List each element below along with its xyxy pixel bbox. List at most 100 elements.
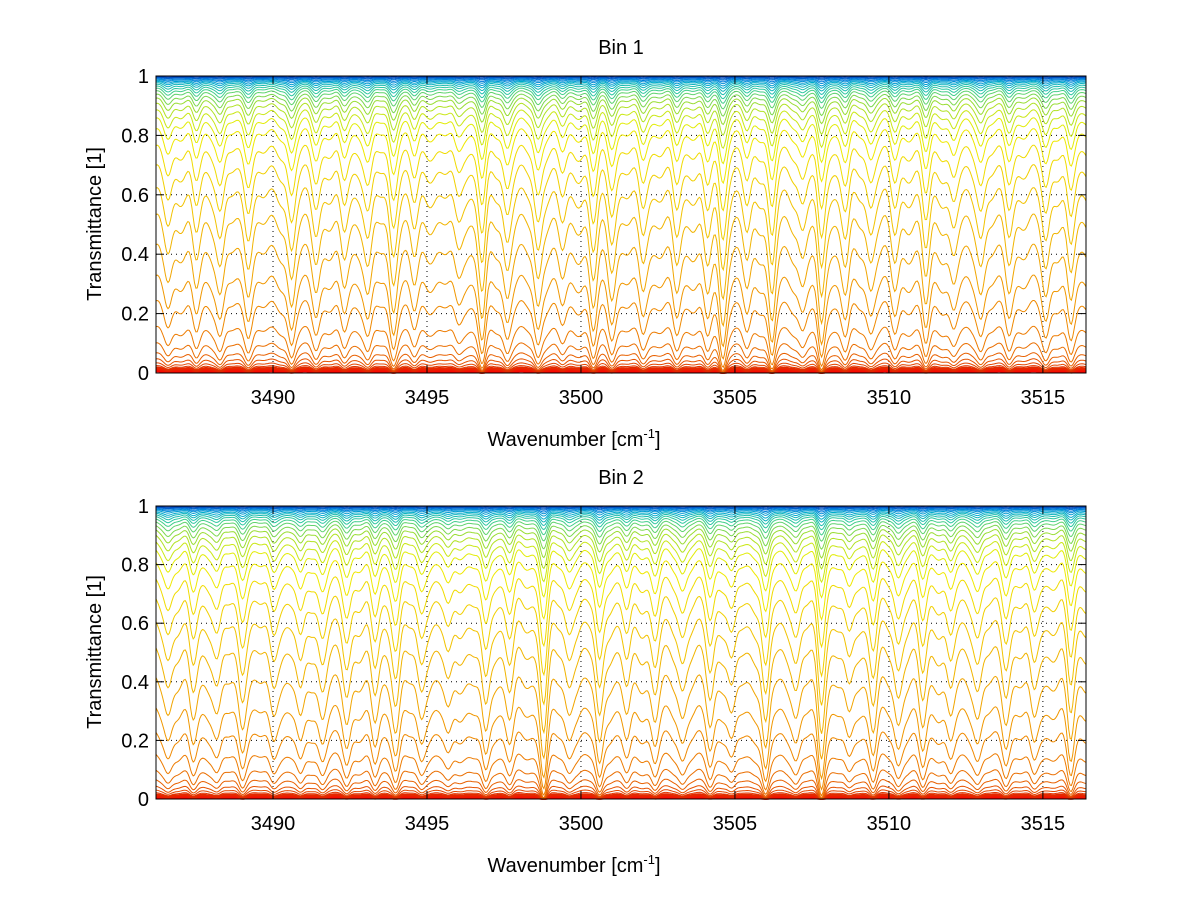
series-lines [155, 75, 1087, 374]
series-line-12 [155, 274, 1087, 348]
x-tick-label: 3495 [405, 387, 450, 409]
series-line-15 [155, 187, 1087, 272]
x-tick-label: 3490 [251, 813, 296, 835]
series-line-29 [156, 80, 1087, 89]
x-axis-label-tail: ] [655, 855, 661, 877]
series-line-35 [156, 76, 1086, 79]
series-line-14 [155, 213, 1087, 301]
x-tick-label: 3515 [1021, 813, 1066, 835]
series-line-35 [156, 506, 1086, 509]
x-tick-label: 3505 [713, 813, 758, 835]
x-axis-label-sup: -1 [643, 852, 655, 867]
x-tick-label: 3500 [559, 813, 604, 835]
x-tick-label: 3510 [867, 813, 912, 835]
series-line-15 [155, 618, 1087, 706]
y-tick-label: 0 [138, 789, 149, 811]
series-line-19 [155, 548, 1087, 599]
y-tick-label: 0.6 [121, 613, 149, 635]
y-tick-label: 0.2 [121, 730, 149, 752]
series-line-8 [155, 352, 1087, 373]
x-tick-label: 3500 [559, 387, 604, 409]
x-axis-label-tail: ] [655, 429, 661, 451]
series-line-19 [155, 117, 1087, 165]
series-line-5 [155, 791, 1087, 800]
series-line-5 [156, 365, 1087, 374]
x-ticks: 3490 3495 3500 3505 3510 3515 [251, 76, 1065, 409]
series-line-7 [155, 785, 1087, 800]
x-tick-label: 3515 [1021, 387, 1066, 409]
series-line-23 [155, 93, 1087, 117]
series-line-6 [156, 362, 1087, 374]
y-tick-label: 0 [138, 363, 149, 385]
series-lines [155, 505, 1087, 800]
chart-bin-2: Bin 2 0 0.2 0.4 0.6 0.8 1 3490 3495 3500 3505 351… [84, 467, 1087, 877]
series-line-7 [155, 358, 1087, 374]
series-line-26 [155, 85, 1087, 100]
series-line-27 [155, 83, 1087, 96]
y-tick-label: 1 [138, 496, 149, 518]
series-line-34 [156, 76, 1087, 80]
y-ticks: 0 0.2 0.4 0.6 0.8 1 [121, 496, 1086, 811]
series-line-31 [156, 78, 1087, 85]
series-line-30 [156, 79, 1087, 87]
series-line-22 [155, 97, 1087, 126]
series-line-29 [155, 510, 1087, 520]
series-line-6 [155, 789, 1087, 800]
series-line-32 [156, 78, 1087, 83]
series-line-17 [155, 144, 1087, 212]
y-ticks: 0 0.2 0.4 0.6 0.8 1 [121, 66, 1086, 385]
series-line-23 [155, 524, 1087, 550]
series-line-11 [155, 729, 1087, 791]
series-line-4 [156, 366, 1087, 374]
x-tick-label: 3490 [251, 387, 296, 409]
chart-bin-1: Bin 1 0 0.2 0.4 0.6 0.8 1 3490 3495 3500 3505 351… [84, 37, 1087, 451]
chart-title: Bin 1 [598, 37, 644, 59]
x-tick-label: 3510 [867, 387, 912, 409]
series-line-9 [155, 768, 1087, 800]
series-line-13 [155, 243, 1087, 328]
series-line-18 [155, 128, 1087, 185]
series-line-32 [155, 507, 1087, 513]
grid-lines [156, 505, 1086, 800]
y-tick-label: 1 [138, 66, 149, 88]
series-line-18 [155, 560, 1087, 621]
chart-title: Bin 2 [598, 467, 644, 489]
axes-box [155, 75, 1087, 374]
series-line-34 [155, 506, 1086, 510]
series-line-4 [155, 793, 1087, 800]
y-axis-label: Transmittance [1] [84, 575, 106, 729]
series-line-33 [156, 77, 1087, 81]
series-line-24 [155, 520, 1087, 542]
series-line-25 [155, 87, 1087, 104]
series-line-33 [155, 507, 1086, 511]
y-axis-label: Transmittance [1] [84, 147, 106, 301]
x-tick-label: 3505 [713, 387, 758, 409]
series-line-21 [155, 533, 1087, 570]
y-tick-label: 0.4 [121, 244, 149, 266]
series-line-20 [155, 540, 1087, 584]
series-line-16 [155, 595, 1087, 678]
series-line-10 [155, 752, 1087, 797]
series-line-24 [155, 90, 1087, 110]
y-tick-label: 0.6 [121, 185, 149, 207]
y-tick-label: 0.8 [121, 125, 149, 147]
series-line-28 [156, 82, 1087, 92]
x-tick-label: 3495 [405, 813, 450, 835]
series-line-25 [155, 517, 1087, 536]
series-line-31 [155, 508, 1087, 515]
x-ticks: 3490 3495 3500 3505 3510 3515 [251, 506, 1065, 835]
series-line-28 [155, 512, 1087, 523]
series-line-26 [155, 515, 1087, 531]
series-line-10 [155, 325, 1087, 369]
series-line-22 [155, 528, 1087, 559]
series-line-17 [155, 576, 1087, 649]
x-axis-label-main: Wavenumber [cm [487, 855, 643, 877]
x-axis-label-sup: -1 [643, 426, 655, 441]
series-line-16 [155, 164, 1087, 242]
y-tick-label: 0.4 [121, 672, 149, 694]
series-line-13 [155, 674, 1087, 760]
x-axis-label-main: Wavenumber [cm [487, 429, 643, 451]
series-line-11 [155, 299, 1087, 360]
y-tick-label: 0.2 [121, 304, 149, 326]
